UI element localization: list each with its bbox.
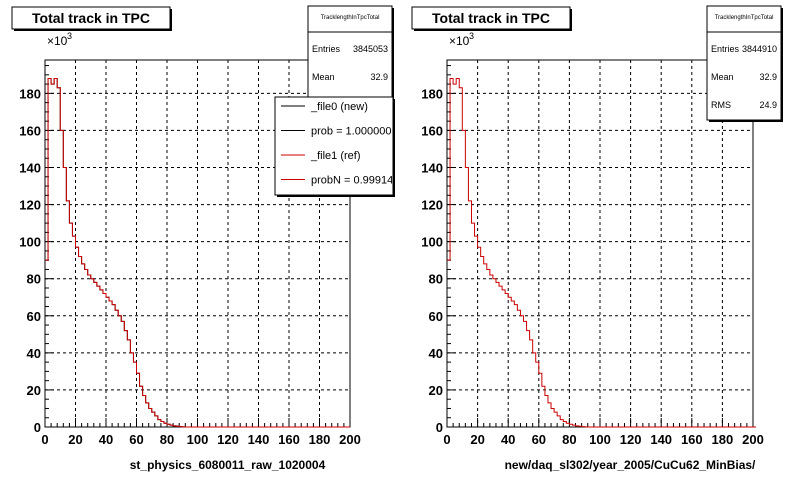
x-tick-label: 160 (278, 432, 300, 447)
stats-label: Mean (711, 72, 734, 82)
y-tick-label: 60 (429, 309, 443, 324)
stats-label: RMS (711, 100, 731, 110)
y-tick-label: 140 (19, 161, 41, 176)
y-tick-label: 20 (27, 383, 41, 398)
x-tick-label: 120 (620, 432, 642, 447)
histogram-series-1 (45, 78, 350, 428)
x-axis-label: st_physics_6080011_raw_1020004 (130, 458, 326, 472)
y-tick-label: 0 (34, 420, 41, 435)
x-tick-label: 0 (41, 432, 48, 447)
x-tick-label: 0 (443, 432, 450, 447)
y-multiplier-exponent: 3 (67, 31, 72, 41)
stats-box (307, 5, 393, 107)
legend-entry-label: probN = 0.999142 (311, 175, 399, 187)
x-tick-label: 140 (650, 432, 672, 447)
stats-value: 32.9 (759, 72, 777, 82)
x-tick-label: 80 (562, 432, 576, 447)
x-tick-label: 100 (187, 432, 209, 447)
x-axis-label: new/daq_sl302/year_2005/CuCu62_MinBias/ (505, 458, 756, 472)
y-multiplier: ×10 (449, 34, 470, 48)
stats-value: 3845053 (353, 44, 388, 54)
histogram-series-0 (447, 78, 757, 428)
x-tick-label: 200 (339, 432, 361, 447)
x-tick-label: 60 (532, 432, 546, 447)
legend-entries: _file0 (new) prob = 1.000000 _file1 (ref) p… (281, 101, 399, 187)
y-tick-label: 40 (27, 346, 41, 361)
y-tick-label: 80 (429, 272, 443, 287)
stats-label: Mean (312, 72, 335, 82)
x-tick-label: 120 (217, 432, 239, 447)
stats-box (706, 5, 782, 121)
x-tick-label: 40 (501, 432, 515, 447)
x-tick-label: 60 (129, 432, 143, 447)
stats-value: 24.9 (759, 100, 777, 110)
legend-entry-label: _file1 (ref) (310, 150, 361, 162)
stats-label: Entries (312, 44, 341, 54)
chart-title: Total track in TPC (32, 10, 150, 26)
y-tick-label: 160 (421, 123, 443, 138)
x-tick-label: 100 (589, 432, 611, 447)
y-tick-label: 60 (27, 309, 41, 324)
x-tick-label: 80 (160, 432, 174, 447)
x-tick-label: 20 (470, 432, 484, 447)
y-tick-label: 0 (436, 420, 443, 435)
x-tick-label: 20 (68, 432, 82, 447)
title-box (411, 6, 571, 30)
stats-histogram-name: TracklengthInTpcTotal (715, 15, 774, 21)
y-multiplier: ×10 (47, 34, 68, 48)
y-tick-label: 140 (421, 161, 443, 176)
y-tick-label: 180 (19, 86, 41, 101)
stats-value: 32.9 (370, 72, 388, 82)
x-tick-label: 180 (309, 432, 331, 447)
y-tick-label: 20 (429, 383, 443, 398)
y-tick-label: 180 (421, 86, 443, 101)
legend-entry-label: prob = 1.000000 (311, 126, 391, 138)
chart-title: Total track in TPC (432, 10, 550, 26)
y-tick-label: 80 (27, 272, 41, 287)
y-tick-label: 100 (19, 235, 41, 250)
y-tick-label: 120 (421, 198, 443, 213)
x-tick-label: 180 (712, 432, 734, 447)
stats-histogram-name: TracklengthInTpcTotal (321, 15, 380, 21)
title-box (11, 6, 171, 30)
y-tick-label: 120 (19, 198, 41, 213)
x-tick-label: 140 (248, 432, 270, 447)
legend-box (274, 96, 394, 196)
legend-entry-label: _file0 (new) (310, 101, 368, 113)
y-tick-label: 160 (19, 123, 41, 138)
x-tick-label: 200 (742, 432, 764, 447)
y-multiplier-exponent: 3 (469, 31, 474, 41)
stats-value: 3844910 (742, 44, 777, 54)
y-tick-label: 100 (421, 235, 443, 250)
stats-label: Entries (711, 44, 740, 54)
x-tick-label: 40 (99, 432, 113, 447)
y-tick-label: 40 (429, 346, 443, 361)
x-tick-label: 160 (681, 432, 703, 447)
